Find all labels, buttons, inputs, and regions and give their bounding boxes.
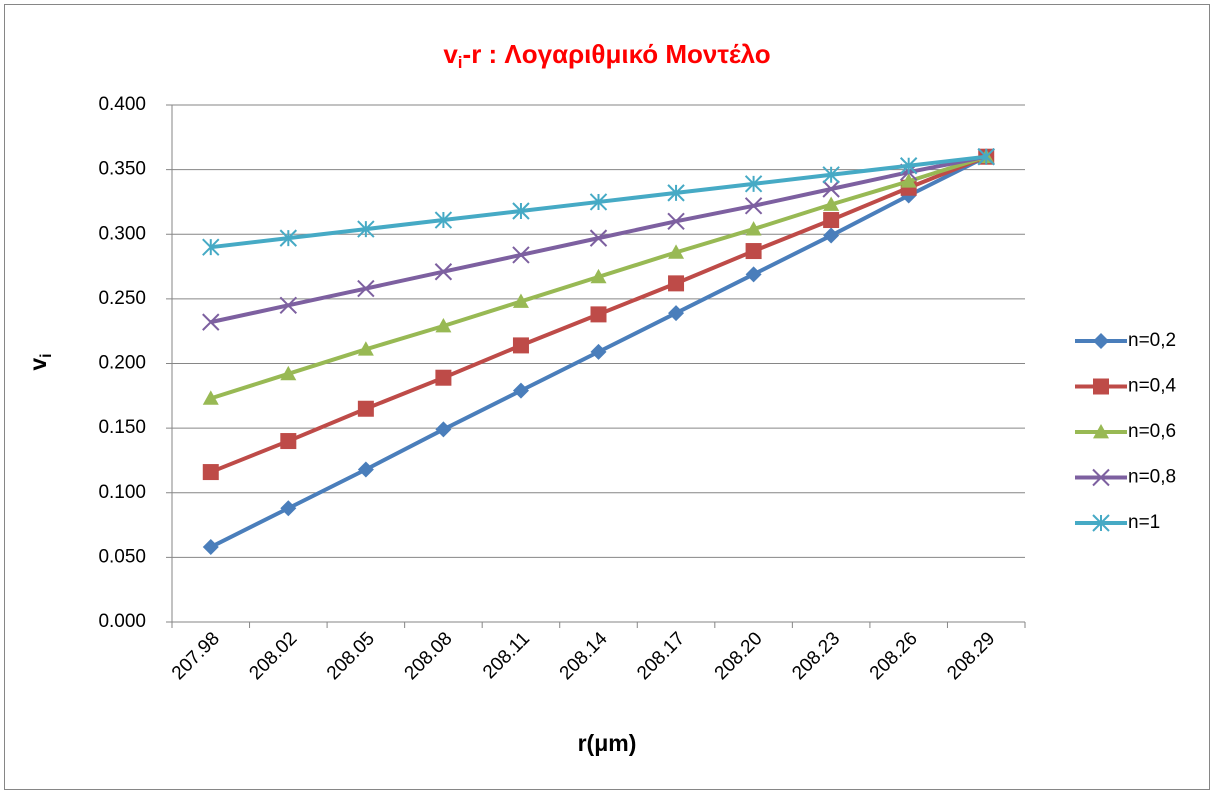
- marker: [823, 227, 840, 244]
- marker: [512, 293, 529, 308]
- marker: [590, 343, 607, 360]
- y-axis-label: vi: [25, 353, 55, 370]
- legend-label: n=0,2: [1128, 330, 1176, 351]
- marker: [280, 365, 297, 381]
- legend-label: n=0,4: [1128, 376, 1177, 397]
- y-label-subscript: i: [38, 353, 55, 357]
- marker: [589, 193, 608, 211]
- marker: [202, 539, 219, 556]
- marker: [202, 313, 220, 331]
- marker: [512, 202, 530, 220]
- marker: [280, 500, 297, 517]
- marker: [357, 341, 374, 356]
- legend-label: n=0,8: [1128, 467, 1176, 488]
- marker: [1092, 468, 1110, 487]
- marker: [512, 337, 529, 354]
- marker: [279, 296, 298, 315]
- marker: [667, 212, 685, 231]
- marker: [202, 464, 219, 481]
- marker: [823, 212, 840, 229]
- marker: [744, 197, 763, 215]
- chart-title: vi-r : Λογαριθμικό Μοντέλο: [443, 39, 770, 73]
- y-tick-label: 0.400: [98, 94, 146, 115]
- marker: [512, 246, 530, 264]
- marker: [668, 305, 685, 322]
- legend-label: n=0,6: [1128, 421, 1176, 442]
- marker: [745, 266, 762, 283]
- marker: [512, 382, 529, 399]
- y-tick-label: 0.350: [98, 159, 146, 180]
- y-tick-label: 0.300: [98, 223, 146, 244]
- title-part: v: [443, 39, 458, 69]
- marker: [589, 229, 608, 247]
- marker: [668, 275, 685, 292]
- chart-frame: [4, 4, 1210, 790]
- marker: [590, 268, 607, 284]
- marker: [280, 433, 297, 450]
- marker: [435, 369, 452, 386]
- marker: [435, 318, 452, 333]
- marker: [202, 238, 220, 256]
- y-label-part: v: [25, 358, 51, 371]
- y-tick-label: 0.150: [98, 417, 146, 438]
- marker: [823, 196, 840, 211]
- marker: [900, 173, 917, 188]
- marker: [745, 243, 762, 260]
- y-tick-label: 0.200: [98, 353, 146, 374]
- marker: [590, 306, 607, 323]
- marker: [435, 421, 452, 438]
- marker: [668, 244, 685, 259]
- marker: [745, 221, 762, 236]
- marker: [822, 166, 840, 184]
- marker: [357, 220, 375, 238]
- marker: [357, 461, 374, 478]
- marker: [977, 147, 995, 166]
- marker: [1093, 333, 1109, 349]
- marker: [1093, 424, 1109, 439]
- marker: [1093, 378, 1109, 395]
- y-tick-label: 0.250: [98, 288, 146, 309]
- y-tick-label: 0.050: [98, 546, 146, 567]
- marker: [434, 263, 453, 281]
- marker: [822, 180, 840, 198]
- marker: [357, 279, 375, 298]
- marker: [1092, 514, 1110, 532]
- legend-label: n=1: [1128, 512, 1160, 533]
- x-axis-label: r(μm): [578, 730, 637, 756]
- marker: [202, 390, 219, 405]
- marker: [744, 175, 763, 193]
- marker: [667, 184, 685, 202]
- title-subscript: i: [458, 53, 463, 72]
- marker: [434, 211, 453, 229]
- marker: [279, 229, 298, 247]
- y-tick-label: 0.100: [98, 482, 146, 503]
- y-tick-label: 0.000: [98, 611, 146, 632]
- title-part: -r : Λογαριθμικό Μοντέλο: [463, 39, 771, 69]
- marker: [899, 157, 918, 175]
- marker: [357, 400, 374, 417]
